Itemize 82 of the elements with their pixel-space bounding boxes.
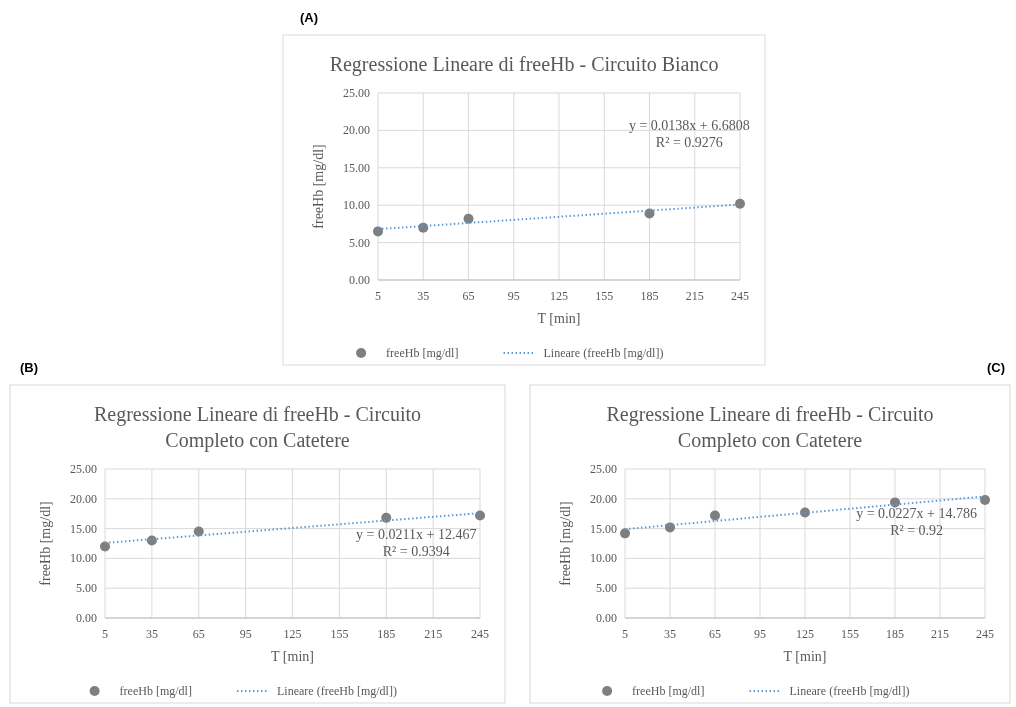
text: (C) — [986, 360, 1005, 375]
point — [146, 535, 157, 546]
y-tick-label: 15.00 — [590, 521, 617, 536]
point — [463, 213, 474, 224]
chart-title: Regressione Lineare di freeHb - Circuito Completo con Catetere — [93, 403, 422, 452]
y-axis-title: freeHb [mg/dl] — [311, 144, 326, 229]
y-tick-label: 0.00 — [76, 611, 97, 625]
x-axis-title: T [min] — [271, 649, 314, 664]
x-tick-label: 35 — [417, 289, 430, 303]
x-tick-label: 185 — [886, 627, 904, 641]
y-tick-label: 5.00 — [596, 581, 617, 596]
legend-label: Lineare (freeHb [mg/dl]) — [543, 346, 664, 360]
x-tick-label: 185 — [640, 289, 659, 303]
y-tick-label: 5.00 — [76, 581, 97, 596]
point — [100, 541, 110, 552]
y-tick-label: 20.00 — [70, 491, 97, 506]
text: (A) — [300, 10, 319, 25]
point — [735, 198, 745, 209]
y-tick-label: 10.00 — [343, 198, 370, 213]
point — [475, 510, 485, 521]
x-tick-label: 125 — [796, 627, 814, 641]
point — [710, 510, 720, 521]
legend-label: freeHb [mg/dl] — [119, 684, 192, 698]
x-tick-label: 155 — [841, 627, 859, 641]
x-tick-label: 185 — [377, 627, 396, 641]
annotation: R² = 0.9394 — [382, 544, 450, 560]
y-tick-label: 20.00 — [590, 491, 617, 506]
point — [665, 522, 675, 533]
point — [980, 494, 990, 505]
annotation: y = 0.0227x + 14.786 — [856, 506, 977, 522]
x-tick-label: 95 — [754, 627, 766, 641]
annotation: y = 0.0138x + 6.6808 — [628, 118, 750, 134]
x-tick-label: 65 — [709, 627, 721, 641]
x-tick-label: 65 — [462, 289, 475, 303]
x-tick-label: 95 — [239, 627, 252, 641]
annotation: R² = 0.92 — [890, 523, 944, 539]
y-tick-label: 25.00 — [70, 462, 97, 476]
y-tick-label: 15.00 — [70, 521, 97, 536]
point — [373, 226, 383, 237]
x-tick-label: 95 — [507, 289, 520, 303]
point — [193, 526, 204, 537]
x-tick-label: 125 — [283, 627, 302, 641]
legend-label: Lineare (freeHb [mg/dl]) — [277, 684, 397, 698]
x-tick-label: 155 — [595, 289, 614, 303]
x-axis-title: T [min] — [537, 311, 581, 326]
x-tick-label: 215 — [931, 627, 949, 641]
x-tick-label: 215 — [685, 289, 704, 303]
y-tick-label: 10.00 — [70, 551, 97, 566]
x-axis-title: T [min] — [783, 649, 827, 664]
y-axis-title: freeHb [mg/dl] — [38, 501, 53, 586]
y-tick-label: 0.00 — [349, 273, 370, 287]
x-tick-label: 245 — [731, 289, 749, 303]
x-tick-label: 155 — [330, 627, 349, 641]
x-tick-label: 5 — [622, 627, 628, 641]
legend-label: freeHb [mg/dl] — [386, 346, 459, 360]
y-tick-label: 0.00 — [596, 611, 617, 625]
y-tick-label: 5.00 — [349, 235, 370, 250]
legend-label: Lineare (freeHb [mg/dl]) — [789, 684, 910, 698]
annotation: y = 0.0211x + 12.467 — [356, 527, 477, 543]
y-tick-label: 20.00 — [343, 123, 370, 138]
point — [620, 528, 630, 539]
x-tick-label: 5 — [375, 289, 381, 303]
legend-label: freeHb [mg/dl] — [632, 684, 705, 698]
x-tick-label: 125 — [550, 289, 568, 303]
y-axis-title: freeHb [mg/dl] — [558, 501, 573, 586]
x-tick-label: 215 — [424, 627, 443, 641]
chart-title: Regressione Lineare di freeHb - Circuito Bianco — [329, 53, 719, 76]
chart-title: Regressione Lineare di freeHb - Circuito Completo con Catetere — [606, 403, 934, 452]
text: (B) — [20, 360, 39, 375]
x-tick-label: 5 — [102, 627, 108, 641]
y-tick-label: 10.00 — [590, 551, 617, 566]
point — [418, 222, 429, 233]
x-tick-label: 65 — [192, 627, 205, 641]
x-tick-label: 35 — [664, 627, 676, 641]
x-tick-label: 35 — [145, 627, 158, 641]
y-tick-label: 25.00 — [343, 86, 370, 100]
y-tick-label: 15.00 — [343, 160, 370, 175]
point — [890, 497, 900, 508]
x-tick-label: 245 — [976, 627, 994, 641]
x-tick-label: 245 — [471, 627, 489, 641]
y-tick-label: 25.00 — [590, 462, 617, 476]
annotation: R² = 0.9276 — [655, 135, 723, 151]
